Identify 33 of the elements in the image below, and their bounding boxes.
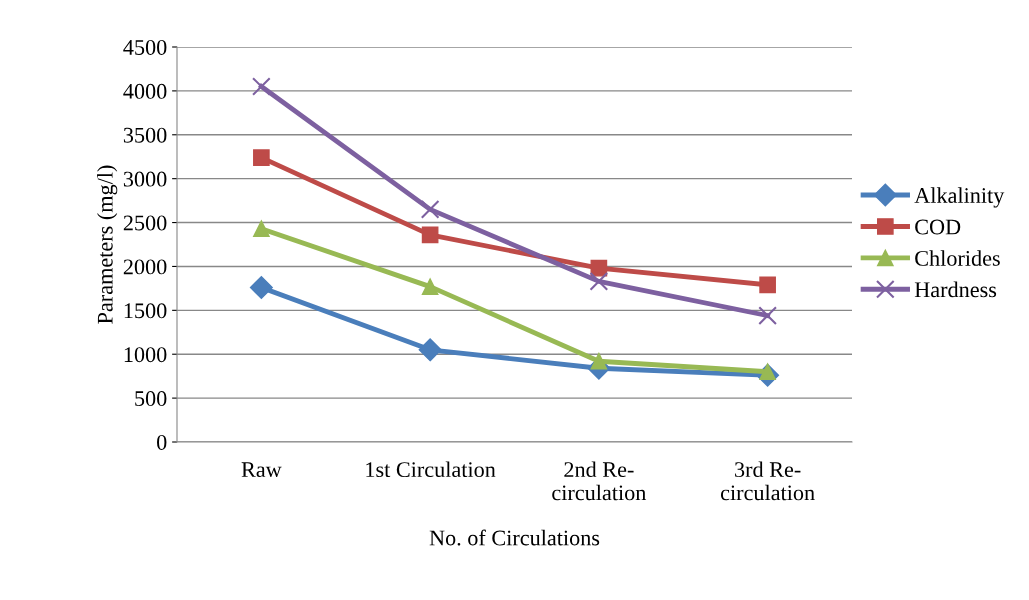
x-tick-label: 2nd Re- circulation [552,461,647,501]
legend-label: Alkalinity [914,187,1005,208]
point [421,226,439,244]
point [759,276,776,294]
x-tick-label: 3rd Re- circulation [720,461,815,501]
point [589,271,609,291]
point [252,77,271,96]
point [420,200,440,219]
point [253,149,270,166]
legend-label: COD [915,219,961,235]
y-tick-label: 500 [135,391,167,407]
point [758,306,777,325]
x-tick-label: 1st Circulation [366,461,496,478]
point [421,278,439,295]
point [590,352,608,370]
y-tick-label: 3000 [123,171,167,187]
y-tick-label: 1500 [124,303,167,319]
x-axis-title: No. of Circulations [429,529,600,546]
y-axis-title: Parameters (mg/l) [97,165,118,324]
legend-label: Hardness [914,281,997,298]
point [253,220,270,238]
y-tick-label: 4000 [123,83,167,99]
y-tick-label: 3500 [123,127,167,143]
legend-label: Chlorides [915,250,1000,266]
y-tick-label: 4500 [123,39,167,55]
y-tick-label: 0 [157,434,167,450]
x-tick-label: Raw [241,462,282,478]
point [590,259,608,277]
point [249,276,273,300]
y-tick-label: 2500 [123,215,167,231]
y-tick-label: 1000 [124,347,167,363]
point [418,338,442,362]
y-tick-label: 2000 [123,259,167,275]
